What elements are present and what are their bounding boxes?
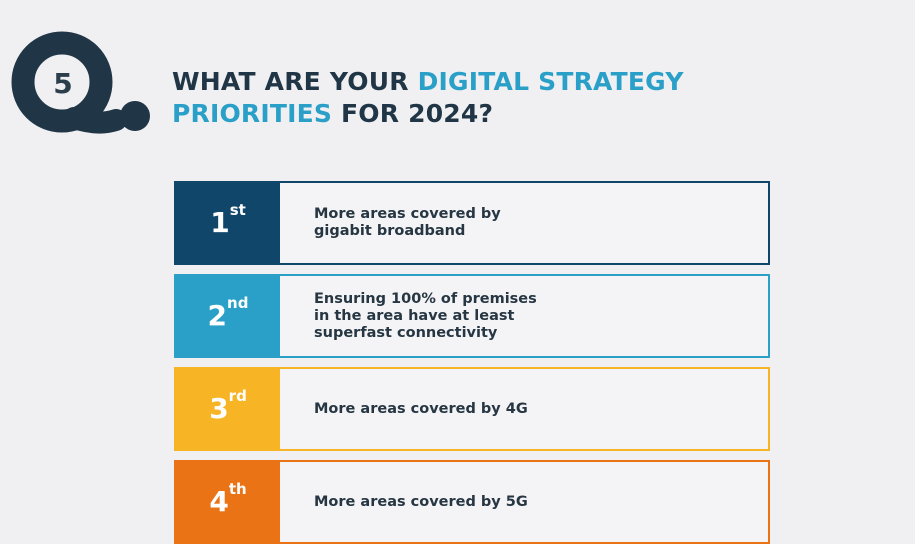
priority-text: More areas covered by gigabit broadband xyxy=(314,206,501,239)
rank-number: 3 xyxy=(209,392,229,425)
q-dot xyxy=(120,101,150,131)
rank-suffix: st xyxy=(229,201,246,219)
rank-number: 4 xyxy=(209,485,229,518)
priority-text: More areas covered by 5G xyxy=(314,493,528,510)
heading-accent-1: DIGITAL STRATEGY xyxy=(417,67,684,96)
rank-number: 1 xyxy=(210,206,230,239)
rank-suffix: nd xyxy=(227,294,249,312)
question-number: 5 xyxy=(53,67,72,100)
question-q-logo: 5 xyxy=(11,31,150,134)
rank-number: 2 xyxy=(207,299,228,332)
question-heading: WHAT ARE YOUR DIGITAL STRATEGY PRIORITIES… xyxy=(172,66,872,130)
priority-text: Ensuring 100% of premises in the area ha… xyxy=(314,290,537,341)
heading-part-1: WHAT ARE YOUR xyxy=(172,67,418,96)
rank-suffix: rd xyxy=(228,387,247,405)
q-tail xyxy=(63,107,127,134)
heading-accent-2: PRIORITIES xyxy=(172,99,333,128)
rank-suffix: th xyxy=(228,480,247,498)
heading-part-2: FOR 2024? xyxy=(332,99,494,128)
q-ring xyxy=(11,31,113,133)
priority-text: More areas covered by 4G xyxy=(314,400,528,417)
